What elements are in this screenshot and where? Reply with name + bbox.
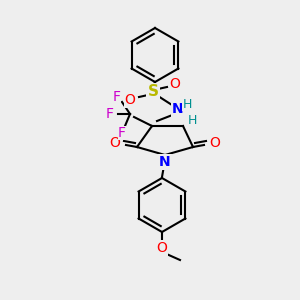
Text: F: F bbox=[113, 90, 121, 104]
Text: O: O bbox=[110, 136, 120, 150]
Text: F: F bbox=[118, 126, 126, 140]
Text: H: H bbox=[182, 98, 192, 110]
Text: N: N bbox=[172, 102, 184, 116]
Text: H: H bbox=[187, 115, 197, 128]
Text: N: N bbox=[159, 155, 171, 169]
Text: F: F bbox=[106, 107, 114, 121]
Text: O: O bbox=[169, 77, 180, 91]
Text: O: O bbox=[210, 136, 220, 150]
Text: O: O bbox=[124, 93, 135, 107]
Text: O: O bbox=[157, 241, 167, 255]
Text: S: S bbox=[148, 85, 158, 100]
